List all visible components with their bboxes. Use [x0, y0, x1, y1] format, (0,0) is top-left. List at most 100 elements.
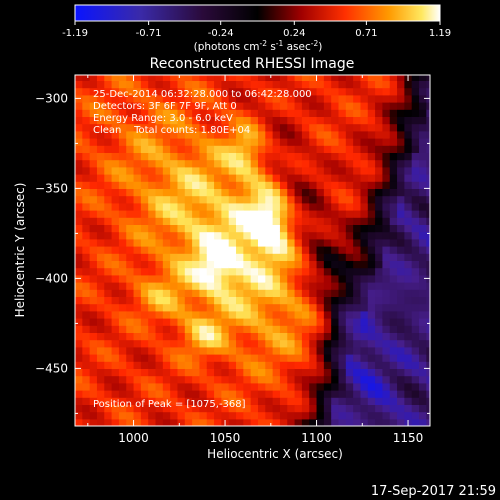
heatmap-cell — [287, 217, 296, 225]
heatmap-cell — [294, 138, 303, 146]
heatmap-cell — [272, 210, 281, 218]
heatmap-cell — [367, 296, 376, 305]
heatmap-cell — [316, 282, 325, 290]
heatmap-cell — [397, 303, 405, 312]
heatmap-cell — [279, 231, 288, 240]
heatmap-cell — [360, 282, 369, 290]
heatmap-cell — [118, 411, 127, 420]
heatmap-cell — [111, 152, 120, 161]
heatmap-cell — [426, 397, 430, 405]
heatmap-cell — [323, 75, 332, 81]
heatmap-cell — [287, 181, 296, 189]
heatmap-cell — [309, 346, 318, 355]
heatmap-cell — [140, 274, 149, 283]
heatmap-cell — [397, 339, 405, 348]
heatmap-cell — [353, 418, 362, 426]
heatmap-cell — [404, 166, 413, 175]
heatmap-cell — [353, 354, 362, 362]
heatmap-cell — [155, 361, 164, 369]
heatmap-cell — [206, 116, 215, 125]
heatmap-cell — [345, 361, 354, 369]
heatmap-cell — [118, 87, 127, 96]
heatmap-cell — [75, 246, 83, 254]
heatmap-cell — [104, 102, 113, 110]
heatmap-cell — [294, 418, 303, 426]
heatmap-cell — [214, 246, 222, 254]
heatmap-cell — [155, 274, 164, 283]
heatmap-cell — [162, 130, 171, 139]
heatmap-cell — [279, 267, 288, 276]
heatmap-cell — [148, 318, 157, 326]
heatmap-cell — [294, 231, 303, 240]
heatmap-cell — [360, 202, 369, 211]
heatmap-cell — [279, 354, 288, 362]
heatmap-cell — [89, 102, 98, 110]
heatmap-cell — [338, 325, 347, 333]
heatmap-cell — [345, 346, 354, 355]
heatmap-cell — [279, 390, 288, 398]
heatmap-cell — [397, 109, 405, 117]
heatmap-cell — [375, 159, 384, 168]
heatmap-cell — [294, 404, 303, 413]
heatmap-cell — [243, 375, 252, 384]
heatmap-cell — [345, 325, 354, 333]
heatmap-cell — [140, 75, 149, 81]
heatmap-cell — [331, 390, 340, 398]
heatmap-cell — [272, 260, 281, 269]
heatmap-cell — [155, 224, 164, 233]
heatmap-cell — [419, 80, 427, 89]
heatmap-cell — [214, 159, 222, 168]
heatmap-cell — [331, 116, 340, 125]
heatmap-cell — [148, 116, 157, 125]
heatmap-cell — [265, 267, 274, 276]
heatmap-cell — [301, 246, 310, 254]
heatmap-cell — [426, 224, 430, 233]
heatmap-cell — [214, 332, 222, 341]
heatmap-cell — [250, 224, 259, 233]
heatmap-cell — [419, 368, 427, 377]
heatmap-cell — [155, 267, 164, 276]
heatmap-cell — [316, 346, 325, 355]
heatmap-cell — [360, 310, 369, 319]
heatmap-cell — [104, 123, 113, 132]
colorbar-tick-label: 0.24 — [283, 28, 305, 39]
heatmap-cell — [360, 260, 369, 269]
heatmap-cell — [397, 296, 405, 305]
heatmap-cell — [411, 310, 420, 319]
heatmap-cell — [177, 80, 186, 89]
heatmap-cell — [89, 390, 98, 398]
heatmap-cell — [360, 332, 369, 341]
heatmap-cell — [353, 390, 362, 398]
heatmap-cell — [426, 246, 430, 254]
heatmap-cell — [184, 159, 193, 168]
heatmap-cell — [367, 202, 376, 211]
heatmap-cell — [221, 130, 230, 139]
heatmap-cell — [345, 138, 354, 146]
heatmap-cell — [140, 325, 149, 333]
heatmap-cell — [272, 138, 281, 146]
heatmap-cell — [89, 267, 98, 276]
heatmap-cell — [250, 382, 259, 391]
heatmap-cell — [265, 130, 274, 139]
heatmap-cell — [184, 397, 193, 405]
heatmap-cell — [162, 289, 171, 297]
heatmap-cell — [419, 188, 427, 197]
heatmap-cell — [104, 231, 113, 240]
heatmap-cell — [206, 368, 215, 377]
heatmap-cell — [345, 166, 354, 175]
heatmap-cell — [375, 332, 384, 341]
heatmap-cell — [126, 75, 135, 81]
heatmap-cell — [104, 94, 113, 103]
heatmap-cell — [265, 75, 274, 81]
heatmap-cell — [294, 411, 303, 420]
heatmap-cell — [192, 217, 201, 225]
heatmap-cell — [148, 368, 157, 377]
heatmap-cell — [177, 397, 186, 405]
heatmap-cell — [243, 130, 252, 139]
heatmap-cell — [148, 260, 157, 269]
heatmap-cell — [162, 310, 171, 319]
heatmap-cell — [170, 217, 179, 225]
info-line-energy: Energy Range: 3.0 - 6.0 keV — [93, 113, 233, 124]
heatmap-cell — [118, 210, 127, 218]
heatmap-cell — [375, 188, 384, 197]
